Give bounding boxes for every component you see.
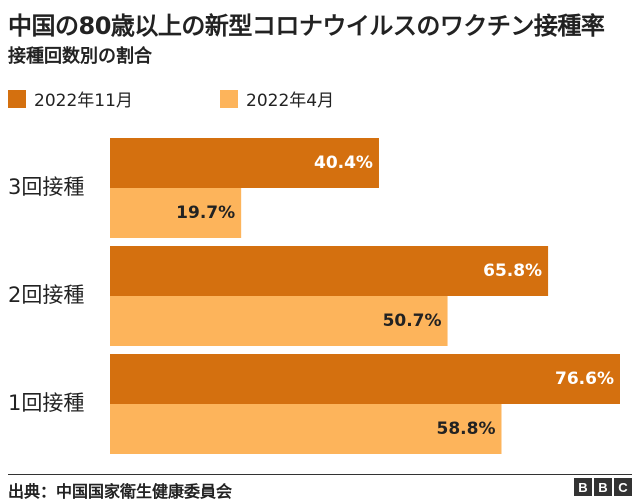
legend-item-apr-2022: 2022年4月	[220, 86, 334, 111]
chart-subtitle: 接種回数別の割合	[8, 46, 152, 67]
bar	[110, 246, 549, 296]
legend-swatch-nov-2022	[8, 89, 26, 108]
bbc-logo-letter-3: C	[614, 478, 632, 496]
legend-swatch-apr-2022	[220, 89, 238, 108]
bar	[110, 296, 448, 346]
bar	[110, 354, 620, 404]
bar	[110, 404, 502, 454]
bbc-logo-letter-2: B	[594, 478, 612, 496]
category-label: 2回接種	[8, 283, 84, 307]
category-label: 3回接種	[8, 175, 84, 199]
bbc-logo-letter-1: B	[574, 478, 592, 496]
legend-item-nov-2022: 2022年11月	[8, 86, 133, 111]
bar-value-label: 40.4%	[314, 153, 373, 173]
bar-value-label: 65.8%	[483, 261, 542, 281]
bar	[110, 138, 379, 188]
bar-value-label: 19.7%	[176, 203, 235, 223]
bar	[110, 188, 242, 238]
bar-value-label: 58.8%	[437, 419, 496, 439]
chart-title: 中国の80歳以上の新型コロナウイルスのワクチン接種率	[8, 12, 605, 40]
category-label: 1回接種	[8, 391, 84, 415]
bbc-logo: B B C	[574, 478, 632, 496]
bar-value-label: 50.7%	[383, 311, 442, 331]
bar-value-label: 76.6%	[555, 369, 614, 389]
source-note: 出典：中国国家衛生健康委員会	[8, 482, 233, 501]
footer-divider	[8, 474, 632, 475]
legend-label-apr-2022: 2022年4月	[246, 91, 335, 111]
legend-label-nov-2022: 2022年11月	[34, 91, 133, 111]
